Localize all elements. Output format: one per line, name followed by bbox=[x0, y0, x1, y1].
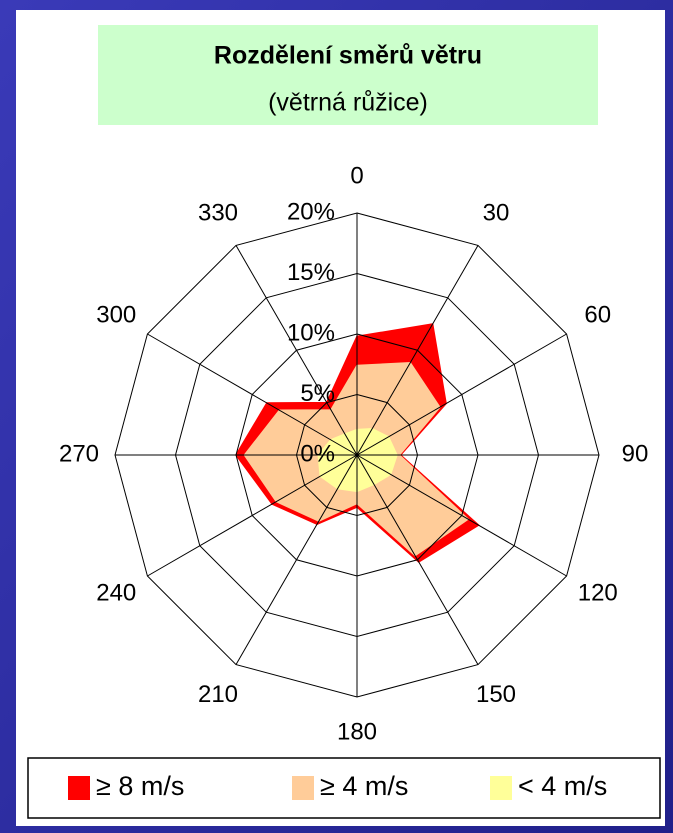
spoke bbox=[147, 333, 358, 456]
angle-label: 300 bbox=[96, 301, 136, 328]
spoke bbox=[356, 333, 567, 456]
legend-box bbox=[27, 757, 661, 819]
angle-label: 180 bbox=[337, 718, 377, 745]
spoke bbox=[356, 454, 479, 665]
angle-label: 90 bbox=[622, 440, 649, 467]
chart-title: Rozdělení směrů větru bbox=[214, 42, 482, 70]
r-tick-label: 20% bbox=[287, 198, 335, 225]
title-box bbox=[98, 25, 598, 125]
angle-label: 120 bbox=[578, 579, 618, 606]
angle-label: 330 bbox=[198, 200, 238, 227]
legend-swatch bbox=[68, 776, 90, 800]
legend-label: < 4 m/s bbox=[518, 771, 607, 801]
spoke bbox=[235, 245, 358, 456]
legend-swatch bbox=[292, 776, 314, 800]
r-tick-label: 15% bbox=[287, 259, 335, 286]
angle-label: 0 bbox=[350, 162, 363, 189]
legend-label: ≥ 8 m/s bbox=[96, 771, 184, 801]
r-tick-label: 0% bbox=[300, 440, 335, 467]
r-tick-label: 5% bbox=[300, 380, 335, 407]
spoke bbox=[235, 454, 358, 665]
spoke bbox=[147, 454, 358, 577]
angle-label: 240 bbox=[96, 579, 136, 606]
r-tick-label: 10% bbox=[287, 319, 335, 346]
angle-label: 30 bbox=[483, 200, 510, 227]
angle-label: 60 bbox=[584, 301, 611, 328]
spoke bbox=[356, 454, 567, 577]
chart-subtitle: (větrná růžice) bbox=[268, 89, 428, 117]
legend-label: ≥ 4 m/s bbox=[320, 771, 408, 801]
angle-label: 210 bbox=[198, 681, 238, 708]
legend-swatch bbox=[490, 776, 512, 800]
angle-label: 150 bbox=[476, 681, 516, 708]
angle-label: 270 bbox=[59, 440, 99, 467]
plot: 0 30 60 90 120 150 180 210 240 270 300 330 0% 5% 10% 15… bbox=[59, 162, 648, 745]
spoke bbox=[356, 245, 479, 456]
legend: ≥ 8 m/s ≥ 4 m/s < 4 m/s bbox=[68, 771, 607, 801]
